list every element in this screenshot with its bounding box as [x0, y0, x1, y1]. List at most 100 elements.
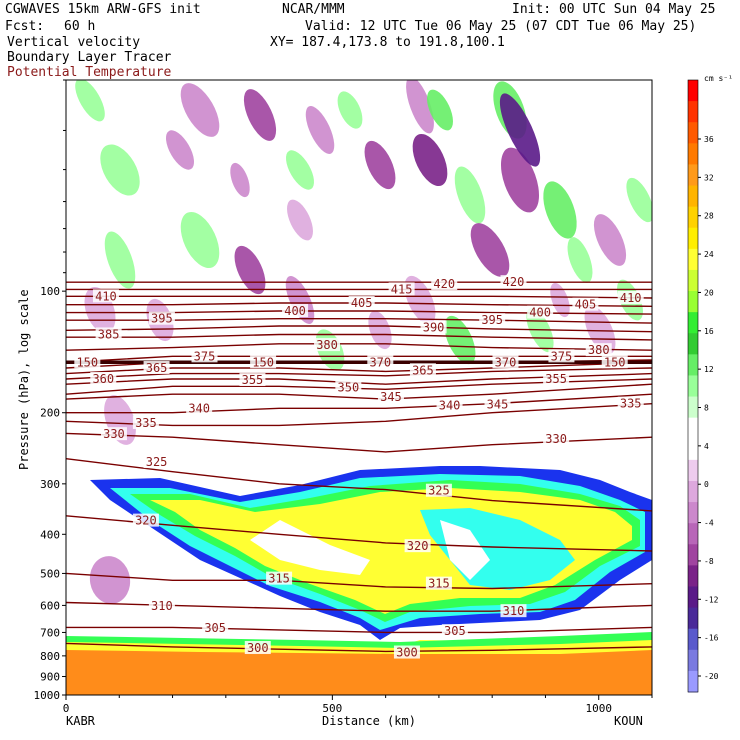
theta-label: 400 [529, 306, 551, 320]
w-blob [584, 305, 616, 355]
w-blob [406, 80, 434, 134]
colorbar-swatch [688, 544, 698, 566]
w-blob [593, 214, 627, 266]
theta-label-bg [548, 349, 575, 363]
colorbar-label: 12 [704, 365, 714, 374]
theta-label-bg [425, 483, 452, 497]
theta-label: 355 [545, 372, 567, 386]
theta-label-bg [143, 361, 170, 375]
theta-contour-350 [66, 378, 652, 395]
theta-label: 335 [620, 397, 642, 411]
colorbar-label: 28 [704, 212, 714, 221]
theta-label-bg [543, 371, 570, 385]
colorbar-swatch [688, 480, 698, 503]
colorbar-swatch [688, 312, 698, 334]
colorbar-swatch [688, 101, 698, 123]
theta-label: 350 [338, 380, 360, 394]
w-blob [243, 89, 277, 141]
theta-label-bg [441, 624, 468, 638]
theta-label-bg [348, 296, 375, 310]
theta-label: 375 [194, 349, 216, 363]
colorbar-label: 24 [704, 250, 714, 259]
w-blob [287, 199, 313, 241]
theta-label: 335 [135, 416, 157, 430]
colorbar-swatch [688, 206, 698, 229]
colorbar-swatch [688, 649, 698, 672]
theta-label: 150 [604, 355, 626, 369]
y-axis-label: Pressure (hPa), log scale [17, 289, 31, 470]
colorbar-swatch [688, 375, 698, 398]
colorbar-label: -16 [704, 634, 719, 643]
w-blob [230, 162, 250, 198]
theta-label-bg [191, 349, 218, 363]
colorbar-swatch [688, 502, 698, 524]
theta-contour-325 [66, 458, 652, 512]
theta-label: 340 [188, 401, 210, 415]
colorbar-unit: cm s⁻¹ [704, 74, 733, 83]
theta-label: 150 [252, 355, 274, 369]
x-axis-label: Distance (km) [322, 714, 416, 728]
colorbar-swatch [688, 565, 698, 587]
theta-label: 365 [412, 363, 434, 377]
colorbar-swatch [688, 122, 698, 144]
y-tick-label: 700 [40, 626, 60, 639]
y-tick-label: 800 [40, 650, 60, 663]
theta-label: 405 [575, 298, 597, 312]
w-blob [75, 80, 105, 122]
w-blob [180, 211, 220, 269]
theta-label-bg [601, 355, 628, 369]
w-blob [166, 130, 194, 170]
theta-label: 410 [620, 291, 642, 305]
w-blob [427, 89, 453, 131]
theta-label-bg [479, 313, 506, 327]
theta-label-bg [436, 398, 463, 412]
theta-label-bg [148, 311, 175, 325]
theta-label-bg [74, 355, 101, 369]
theta-label: 395 [151, 312, 173, 326]
theta-label-bg [431, 276, 458, 290]
theta-label-bg [202, 620, 229, 634]
theta-contour-375 [66, 355, 652, 363]
colorbar-swatch [688, 607, 698, 630]
theta-contour-340 [66, 393, 652, 414]
theta-label-bg [282, 304, 309, 318]
theta-label: 390 [423, 320, 445, 334]
colorbar-swatch [688, 185, 698, 208]
y-tick-label: 200 [40, 407, 60, 420]
theta-label-bg [409, 363, 436, 377]
theta-label: 400 [284, 304, 306, 318]
theta-label-bg [492, 355, 519, 369]
theta-contour-355 [66, 372, 652, 385]
colorbar-label: 0 [704, 480, 709, 489]
theta-label: 385 [98, 327, 120, 341]
w-blob [364, 140, 396, 190]
field-boundary-layer-tracer: Boundary Layer Tracer [7, 50, 172, 65]
colorbar-label: 36 [704, 135, 714, 144]
x-axis: 0 500 1000 [63, 695, 653, 715]
theta-label-bg [367, 355, 394, 369]
colorbar-label: -20 [704, 672, 719, 681]
colorbar-swatch [688, 248, 698, 271]
theta-contour-300 [66, 642, 652, 653]
colorbar-swatch [688, 459, 698, 482]
theta-label-bg [148, 598, 175, 612]
theta-label-bg [585, 343, 612, 357]
theta-label-bg [100, 427, 127, 441]
tracer-surface-edge [66, 632, 652, 648]
model-title: CGWAVES 15km ARW-GFS init [5, 2, 201, 17]
theta-label-bg [572, 297, 599, 311]
theta-contour-345 [66, 383, 652, 400]
theta-label: 320 [135, 514, 157, 528]
w-blob [626, 177, 652, 223]
theta-label-bg [393, 645, 420, 659]
theta-label-bg [617, 396, 644, 410]
y-tick-label: 900 [40, 671, 60, 684]
w-blob [499, 93, 541, 167]
theta-label-bg [186, 401, 213, 415]
colorbar-label: 4 [704, 442, 709, 451]
valid-time: Valid: 12 UTC Tue 06 May 25 (07 CDT Tue … [305, 19, 697, 34]
theta-label: 325 [146, 455, 168, 469]
theta-label: 300 [247, 641, 269, 655]
y-tick-label: 500 [40, 567, 60, 580]
